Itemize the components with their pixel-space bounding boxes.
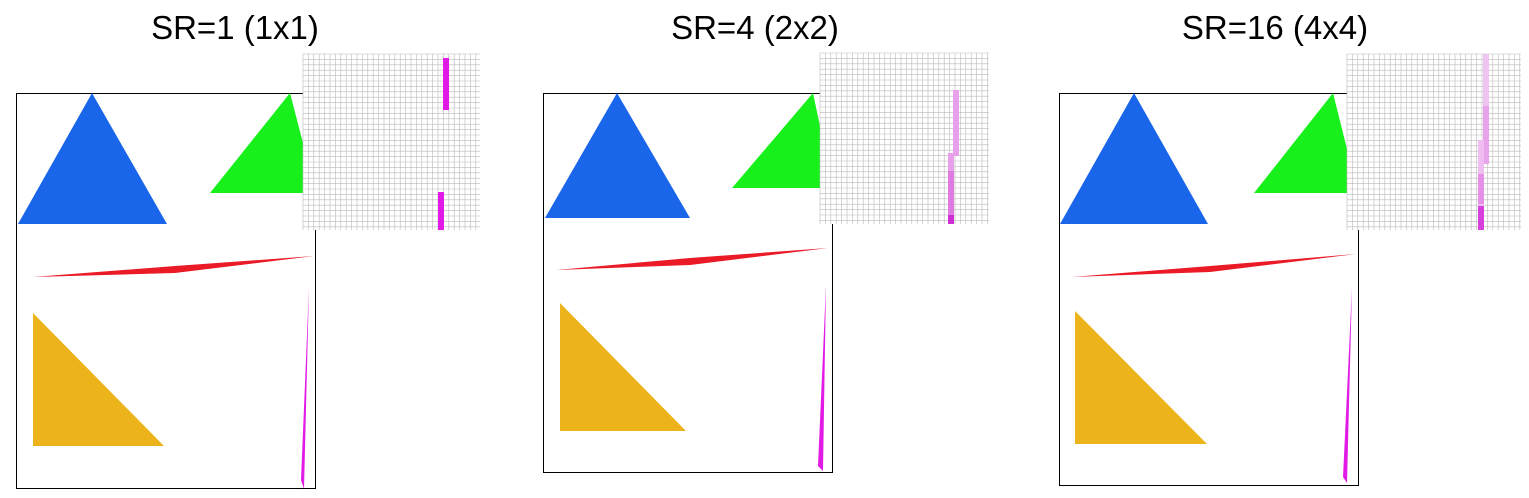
- magenta-sliver: [818, 285, 826, 471]
- zoom-grid: [1346, 53, 1521, 230]
- panel-title: SR=16 (4x4): [1181, 9, 1369, 46]
- red-sliver: [1072, 254, 1356, 277]
- zoom-pixel-block: [443, 58, 449, 110]
- magenta-sliver: [301, 287, 309, 489]
- panel-title: SR=4 (2x2): [671, 9, 839, 46]
- green-triangle: [1254, 93, 1358, 193]
- zoom-grid: [302, 53, 480, 230]
- grid-lines: [302, 53, 480, 230]
- grid-lines: [1346, 53, 1521, 230]
- zoom-pixel-block: [1478, 174, 1484, 204]
- zoom-pixel-block: [1483, 106, 1489, 164]
- shapes: [18, 93, 316, 489]
- zoom-inset: [1346, 53, 1521, 230]
- magenta-sliver: [1343, 287, 1352, 483]
- red-sliver: [33, 256, 314, 277]
- zoom-pixel-block: [438, 192, 444, 230]
- blue-triangle: [1060, 93, 1208, 224]
- green-triangle: [732, 93, 833, 188]
- zoom-pixel-block: [1478, 206, 1484, 230]
- red-sliver: [556, 248, 828, 270]
- zoom-pixel-block: [953, 90, 959, 156]
- zoom-pixel-block: [948, 171, 954, 215]
- grid-lines: [819, 52, 989, 224]
- blue-triangle: [18, 93, 167, 224]
- zoom-inset: [302, 53, 480, 230]
- panel-title: SR=1 (1x1): [151, 9, 319, 46]
- orange-triangle: [560, 303, 686, 431]
- green-triangle: [210, 93, 316, 193]
- orange-triangle: [33, 313, 164, 446]
- blue-triangle: [545, 93, 690, 218]
- zoom-inset: [819, 52, 989, 224]
- panel-sr4: SR=4 (2x2): [543, 9, 989, 473]
- zoom-pixel-block: [948, 215, 954, 224]
- zoom-grid: [819, 52, 989, 224]
- orange-triangle: [1075, 311, 1207, 444]
- panel-sr1: SR=1 (1x1): [0, 0, 510, 498]
- shapes: [545, 93, 833, 471]
